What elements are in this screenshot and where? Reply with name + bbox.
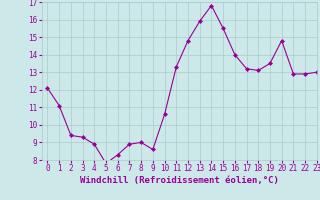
X-axis label: Windchill (Refroidissement éolien,°C): Windchill (Refroidissement éolien,°C) — [80, 176, 279, 185]
